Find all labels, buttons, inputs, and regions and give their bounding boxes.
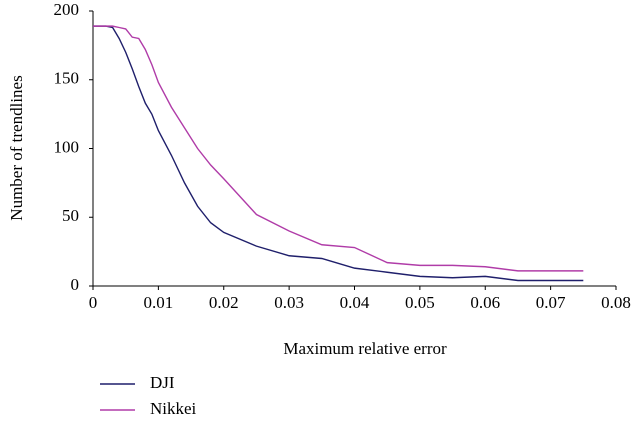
x-tick-label: 0.02 [209, 293, 239, 312]
x-tick-label: 0.06 [470, 293, 500, 312]
data-line [93, 25, 584, 272]
x-tick-label: 0.01 [144, 293, 174, 312]
x-tick-label: 0.03 [274, 293, 304, 312]
y-tick-label: 200 [54, 0, 80, 19]
x-tick-label: 0.04 [340, 293, 370, 312]
y-axis-label: Number of trendlines [7, 75, 26, 220]
legend-label: Nikkei [150, 399, 197, 418]
x-tick-label: 0.07 [536, 293, 566, 312]
y-tick-label: 0 [71, 275, 80, 294]
x-tick-label: 0.05 [405, 293, 435, 312]
y-tick-label: 50 [62, 206, 79, 225]
legend-label: DJI [150, 373, 175, 392]
y-tick-label: 100 [54, 137, 80, 156]
x-tick-label: 0 [89, 293, 98, 312]
data-line [93, 25, 584, 282]
y-tick-label: 150 [54, 69, 80, 88]
x-axis-label: Maximum relative error [283, 339, 447, 358]
x-tick-label: 0.08 [601, 293, 631, 312]
